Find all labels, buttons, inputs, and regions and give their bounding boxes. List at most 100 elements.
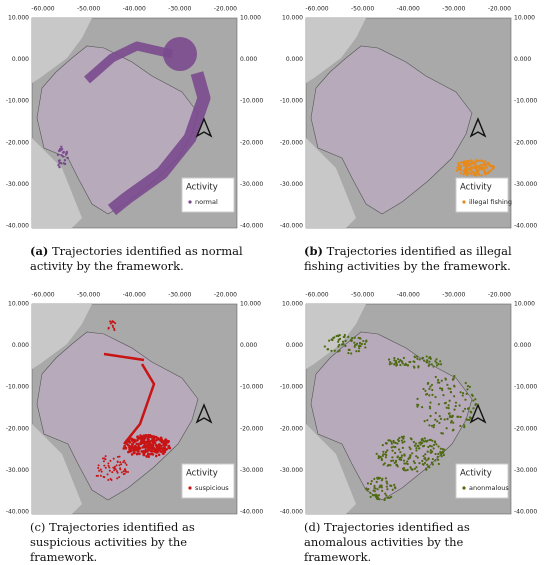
trajectory-point (413, 444, 417, 447)
trajectory-point (417, 444, 420, 447)
trajectory-point (424, 456, 427, 460)
trajectory-point (369, 491, 372, 494)
trajectory-point (413, 356, 416, 359)
y-tick-label: 10.000 (282, 301, 303, 308)
trajectory-point (466, 388, 469, 391)
trajectory-point (457, 162, 460, 165)
trajectory-point (157, 447, 160, 451)
trajectory-point (341, 340, 345, 343)
trajectory-point (468, 416, 472, 419)
trajectory-point (480, 174, 483, 177)
trajectory-point (126, 443, 130, 447)
trajectory-point (454, 401, 458, 404)
trajectory-point (338, 343, 341, 346)
trajectory-point (410, 438, 413, 441)
trajectory-point (411, 468, 414, 471)
trajectory-point (400, 439, 403, 442)
trajectory-point (441, 448, 444, 451)
y-tick-label: 10.000 (8, 301, 29, 308)
trajectory-point (386, 496, 390, 499)
trajectory-point (459, 424, 462, 428)
trajectory-point (463, 424, 466, 427)
trajectory-point (164, 442, 168, 446)
trajectory-point (439, 417, 443, 420)
y-tick-label: 0.000 (240, 342, 257, 349)
trajectory-point (473, 172, 476, 175)
trajectory-point (436, 455, 439, 458)
trajectory-point (466, 407, 470, 410)
trajectory-point (452, 377, 455, 380)
trajectory-point (475, 169, 479, 172)
trajectory-point (470, 173, 473, 176)
trajectory-point (350, 337, 354, 340)
trajectory-point (154, 450, 158, 453)
trajectory-point (333, 349, 336, 352)
legend-marker (188, 486, 192, 490)
trajectory-point (353, 344, 357, 347)
trajectory-point (470, 161, 474, 165)
brazil (310, 331, 473, 501)
trajectory-point (416, 397, 419, 400)
legend-title: Activity (460, 183, 492, 193)
trajectory-point (459, 172, 462, 175)
north-arrow-icon (195, 403, 213, 424)
trajectory-point (431, 463, 434, 466)
x-tick-label: -20.000 (488, 6, 511, 13)
legend-marker (462, 486, 466, 490)
trajectory-point (474, 402, 478, 406)
trajectory-point (431, 450, 434, 453)
trajectory-point (66, 156, 69, 160)
trajectory-point (401, 441, 404, 444)
trajectory-point (393, 483, 396, 487)
trajectory-point (417, 447, 421, 450)
trajectory-point (466, 384, 470, 388)
trajectory-point (379, 455, 382, 459)
trajectory-point (440, 379, 443, 382)
trajectory-point (124, 447, 128, 450)
trajectory-point (400, 454, 404, 457)
trajectory-point (326, 348, 330, 351)
trajectory-point (378, 476, 382, 480)
trajectory-point (474, 174, 478, 177)
trajectory-point (125, 439, 128, 443)
trajectory-point (458, 404, 461, 407)
trajectory-point (109, 477, 112, 480)
trajectory-point (60, 145, 63, 149)
trajectory-point (344, 344, 347, 348)
trajectory-point (328, 339, 331, 342)
trajectory-point (491, 164, 495, 168)
trajectory-point (156, 438, 159, 441)
trajectory-point (415, 446, 418, 450)
trajectory-point (415, 449, 418, 452)
trajectory-point (406, 460, 409, 463)
trajectory-point (488, 164, 492, 168)
trajectory-point (389, 464, 392, 467)
trajectory-point (350, 339, 353, 343)
trajectory-point (145, 441, 149, 445)
trajectory-point (412, 440, 415, 444)
trajectory-point (381, 477, 384, 481)
trajectory-point (438, 421, 441, 425)
trajectory-point (147, 455, 150, 459)
trajectory-point (146, 449, 149, 452)
trajectory-point (406, 462, 409, 466)
trajectory-point (394, 441, 397, 444)
trajectory-point (114, 322, 117, 325)
trajectory-point (378, 498, 381, 501)
trajectory-point (429, 385, 432, 388)
trajectory-point (390, 459, 393, 462)
trajectory-point (471, 166, 474, 169)
y-tick-label: 0.000 (514, 342, 531, 349)
y-tick-label: -40.000 (240, 509, 263, 516)
trajectory-point (459, 168, 463, 172)
trajectory-point (415, 455, 418, 458)
trajectory-point (159, 439, 162, 442)
x-tick-label: -30.000 (168, 292, 191, 299)
legend-marker (188, 200, 192, 204)
brazil (36, 331, 199, 501)
brazil (310, 45, 473, 215)
trajectory-point (388, 439, 391, 442)
trajectory-point (412, 360, 415, 363)
legend-box (181, 463, 235, 499)
trajectory-point (131, 438, 135, 442)
